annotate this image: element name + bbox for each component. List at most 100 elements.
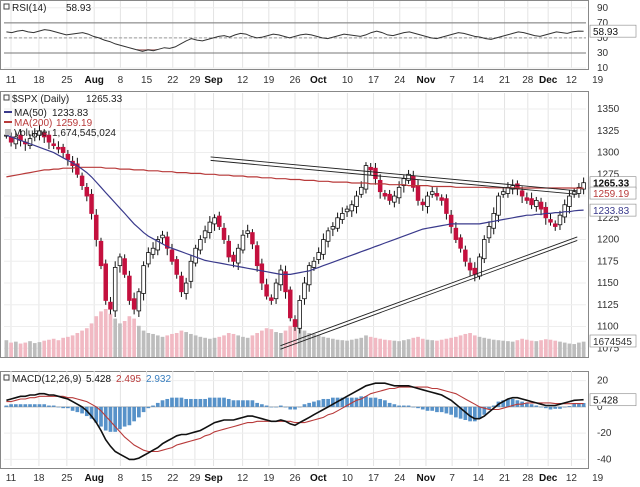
- price-y-tick-label: 1275: [597, 169, 620, 180]
- macd-histogram-bar: [283, 406, 288, 408]
- volume-bar: [316, 335, 321, 357]
- candle-up: [340, 213, 345, 220]
- candle-up: [486, 226, 492, 239]
- volume-bar: [165, 335, 170, 357]
- macd-histogram-bar: [406, 405, 411, 407]
- x-tick-label-bottom: Aug: [84, 473, 103, 484]
- candle-up: [112, 266, 118, 312]
- x-tick-label-bottom: 25: [61, 473, 73, 484]
- candle-down: [122, 258, 127, 275]
- macd-histogram-bar: [23, 404, 28, 407]
- x-tick-label-bottom: 26: [289, 473, 301, 484]
- rsi-y-tick-label: 50: [597, 33, 609, 44]
- macd-histogram-bar: [127, 406, 132, 426]
- macd-histogram-bar: [321, 398, 326, 407]
- macd-histogram-bar: [435, 406, 439, 413]
- candle-down: [103, 263, 108, 301]
- x-tick-label-bottom: 22: [167, 473, 179, 484]
- x-tick-label-bottom: Dec: [539, 473, 558, 484]
- macd-histogram-bar: [439, 406, 444, 413]
- candle-down: [377, 179, 383, 193]
- candle-down: [41, 132, 47, 138]
- macd-histogram-bar: [103, 406, 108, 431]
- price-y-tick-label: 1075: [597, 343, 620, 354]
- volume-bar: [392, 340, 397, 357]
- volume-bar: [331, 338, 335, 357]
- macd-histogram-bar: [236, 400, 241, 407]
- candle-down: [283, 271, 288, 293]
- candle-down: [108, 301, 113, 310]
- macd-histogram-bar: [539, 406, 543, 408]
- candle-up: [198, 239, 203, 251]
- volume-bar: [61, 337, 65, 357]
- volume-bar: [449, 337, 453, 357]
- volume-bar: [198, 336, 203, 357]
- volume-bar: [506, 341, 510, 357]
- volume-bar: [548, 339, 553, 357]
- candle-up: [500, 191, 506, 195]
- volume-bar: [411, 337, 416, 357]
- macd-histogram-bar: [525, 402, 529, 407]
- candle-up: [235, 247, 241, 264]
- macd-histogram-bar: [543, 406, 548, 409]
- trendlines: [210, 156, 578, 350]
- macd-histogram-bar: [9, 404, 13, 407]
- x-tick-label-top: 15: [141, 75, 153, 86]
- candle-down: [131, 298, 137, 310]
- volume-bar: [345, 340, 349, 357]
- macd-series: [4, 382, 586, 461]
- macd-histogram-bar: [184, 398, 189, 407]
- x-tick-label-bottom: 21: [499, 473, 511, 484]
- macd-histogram-bar: [307, 402, 312, 407]
- volume-bar: [472, 335, 477, 357]
- macd-histogram-bar: [378, 398, 383, 407]
- x-tick-label-bottom: Sep: [204, 473, 222, 484]
- volume-bar: [122, 321, 127, 357]
- volume-bar: [170, 333, 174, 357]
- candle-up: [160, 234, 165, 239]
- candle-up: [349, 204, 355, 212]
- x-tick-label-bottom: 19: [592, 473, 604, 484]
- macd-histogram-bar: [193, 398, 198, 407]
- volume-bar: [288, 325, 293, 357]
- volume-bar: [174, 333, 179, 357]
- candle-up: [344, 208, 350, 213]
- macd-histogram-bar: [89, 406, 94, 419]
- macd-histogram-bar: [340, 397, 345, 407]
- x-tick-label-top: 19: [592, 75, 604, 86]
- macd-histogram-bar: [108, 406, 113, 432]
- volume-bar: [236, 335, 241, 357]
- x-tick-label-top: 29: [189, 75, 201, 86]
- volume-bar: [278, 333, 283, 357]
- volume-bar: [274, 332, 278, 357]
- macd-histogram-bar: [312, 401, 316, 407]
- candle-up: [581, 182, 586, 190]
- candle-up: [567, 195, 572, 207]
- grid-layer: [4, 1, 586, 466]
- candle-down: [269, 297, 274, 301]
- volume-bar: [132, 318, 136, 357]
- x-tick-label-bottom: 14: [473, 473, 485, 484]
- ma200-legend-value: 1259.19: [56, 118, 93, 129]
- macd-histogram-bar: [80, 406, 84, 414]
- volume-bar: [160, 336, 165, 357]
- volume-bar: [151, 333, 155, 357]
- volume-bar: [326, 337, 330, 357]
- ma50-legend-label: MA(50): [14, 108, 47, 119]
- macd-histogram-bar: [160, 400, 165, 407]
- volume-bar: [321, 336, 326, 357]
- price-y-tick-label: 1300: [597, 148, 620, 159]
- volume-bar: [141, 330, 146, 357]
- macd-histogram-bar: [274, 406, 278, 408]
- candle-up: [302, 282, 307, 300]
- volume-bar: [89, 323, 94, 357]
- x-tick-label-bottom: 12: [237, 473, 249, 484]
- candle-up: [146, 252, 151, 265]
- volume-bar: [37, 342, 42, 357]
- volume-bar: [47, 339, 51, 357]
- macd-histogram-bar: [18, 404, 23, 407]
- volume-bar: [397, 341, 401, 357]
- candle-up: [273, 282, 279, 300]
- macd-value-tag: 5.428: [593, 396, 618, 407]
- candle-up: [193, 247, 198, 264]
